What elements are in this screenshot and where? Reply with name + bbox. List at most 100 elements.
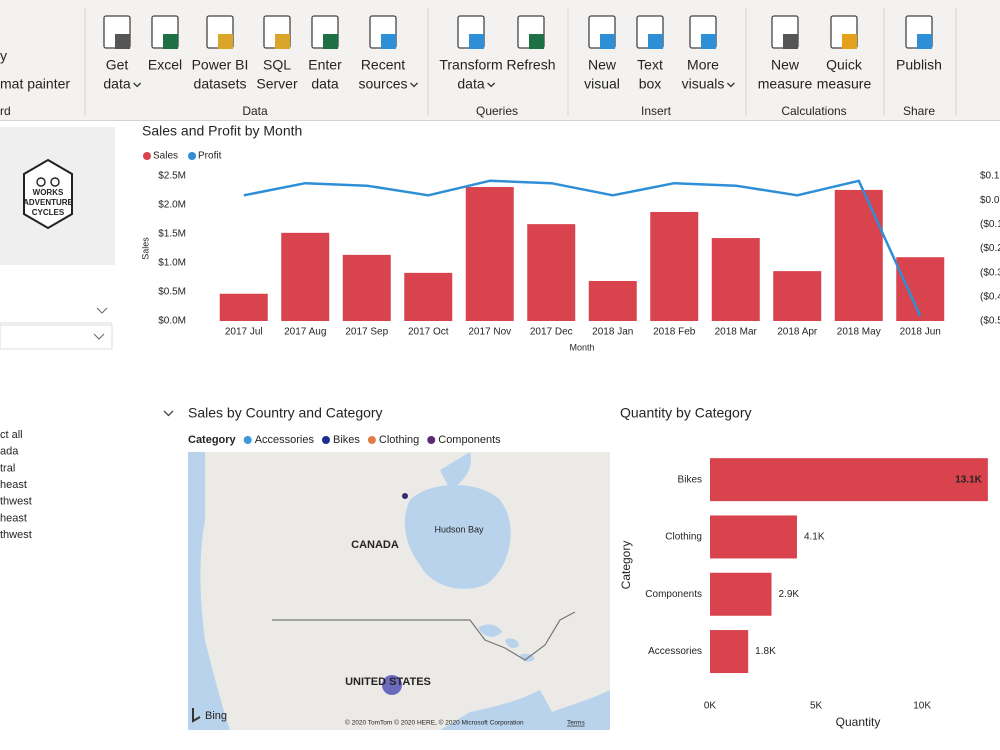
legend-marker[interactable] [143,152,151,160]
button-label[interactable]: New [771,57,800,73]
map-bubble[interactable] [402,493,408,499]
dropdown-chevron[interactable] [93,333,105,340]
button-icon-accent [648,34,663,49]
button-label[interactable]: visuals [682,76,725,92]
button-label[interactable]: SQL [263,57,291,73]
button-label[interactable]: New [588,57,617,73]
button-label[interactable]: Transform [439,57,502,73]
bar[interactable] [342,254,391,321]
bar[interactable] [710,515,797,559]
map-bubble[interactable] [382,675,402,695]
slicer-item[interactable]: thwest [0,496,32,508]
bar[interactable] [527,224,576,321]
button-label[interactable]: Publish [896,57,942,73]
button-label[interactable]: visual [584,76,620,92]
button-label[interactable]: More [687,57,719,73]
ribbon-item[interactable]: mat painter [0,76,70,92]
button-label[interactable]: data [457,76,484,92]
button-label[interactable]: Excel [148,57,182,73]
legend-marker[interactable] [188,152,197,160]
bar[interactable] [281,232,330,321]
legend-title: Category [188,434,237,446]
legend-label[interactable]: Accessories [255,434,315,446]
map-water [440,452,471,490]
dropdown-chevron[interactable] [133,82,142,88]
button-label[interactable]: data [103,76,130,92]
legend-marker[interactable] [367,436,376,444]
dropdown[interactable] [0,324,113,350]
bar[interactable] [834,189,883,321]
button-label[interactable]: datasets [194,76,247,92]
dropdown-chevron[interactable] [487,82,496,88]
bar[interactable] [710,458,988,502]
button-icon-accent [469,34,484,49]
slicer-item[interactable]: tral [0,462,15,474]
collapse-chevron[interactable] [163,410,174,417]
button-label[interactable]: Server [256,76,298,92]
bar[interactable] [711,238,760,321]
y-tick-label: $2.5M [158,171,186,182]
bar[interactable] [773,271,822,321]
y-tick-label: $1.0M [158,258,186,269]
button-label[interactable]: Text [637,57,663,73]
button-label[interactable]: Recent [361,57,405,73]
button-label[interactable]: measure [758,76,813,92]
x-axis-label: Quantity [836,715,881,729]
map-provider: Bing [205,710,227,722]
legend-label[interactable]: Components [438,434,501,446]
ribbon-item[interactable]: y [0,48,7,64]
legend-marker[interactable] [427,436,436,444]
x-tick-label: 2017 Jul [225,327,263,338]
slicer-item[interactable]: ada [0,446,19,458]
slicer-item[interactable]: thwest [0,529,32,541]
slicer-item[interactable]: heast [0,512,27,524]
bar[interactable] [404,272,453,321]
bar[interactable] [219,293,268,321]
legend-marker[interactable] [243,436,252,444]
bar[interactable] [588,280,637,321]
bar[interactable] [650,211,699,321]
bar[interactable] [710,630,749,674]
x-tick-label: 10K [913,701,931,712]
y-tick-label: $0.0M [158,316,186,327]
value-label: 4.1K [804,532,825,543]
value-label: 2.9K [779,589,800,600]
dropdown-chevron[interactable] [726,82,735,88]
legend-label[interactable]: Profit [198,151,222,162]
legend-label[interactable]: Sales [153,151,178,162]
button-label[interactable]: box [639,76,662,92]
x-tick-label: 2017 Aug [284,327,326,338]
legend-label[interactable]: Clothing [379,434,419,446]
y2-tick-label: $0.0 [980,195,1000,206]
bar[interactable] [465,187,514,321]
x-tick-label: 5K [810,701,823,712]
bar[interactable] [710,572,772,616]
x-tick-label: 2017 Nov [468,327,511,338]
button-icon-accent [529,34,544,49]
legend-label[interactable]: Bikes [333,434,360,446]
y-tick-label: Accessories [648,646,702,657]
y2-tick-label: $0.1 [980,171,1000,182]
dropdown-chevron[interactable] [96,307,108,314]
button-label[interactable]: Get [106,57,129,73]
dropdown-chevron[interactable] [410,82,418,88]
bar[interactable] [896,257,945,321]
slicer-item[interactable]: ct all [0,429,23,441]
button-label[interactable]: sources [358,76,407,92]
map-label: UNITED STATES [345,676,431,688]
map-copyright: © 2020 TomTom © 2020 HERE, © 2020 Micros… [345,719,524,727]
legend-marker[interactable] [321,436,330,444]
button-label[interactable]: Refresh [506,57,555,73]
button-label[interactable]: data [311,76,338,92]
button-label[interactable]: Enter [308,57,342,73]
button-label[interactable]: Quick [826,57,863,73]
x-tick-label: 2018 Jan [592,327,633,338]
map-terms[interactable]: Terms [567,720,585,727]
button-label[interactable]: measure [817,76,872,92]
y-tick-label: $0.5M [158,287,186,298]
ribbon-group-label: Calculations [781,104,846,118]
logo-hexagon [23,158,73,230]
slicer-item[interactable]: heast [0,479,27,491]
button-label[interactable]: Power BI [192,57,249,73]
logo-text: CYCLES [32,208,65,217]
